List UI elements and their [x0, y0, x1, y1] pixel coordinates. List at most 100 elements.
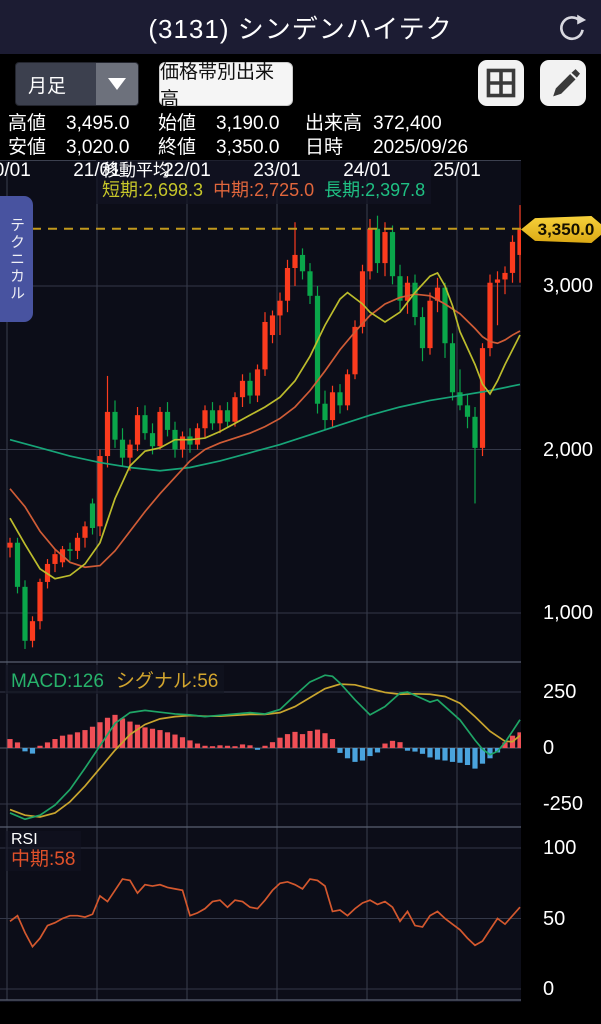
macd-histogram-bar — [254, 748, 261, 750]
technical-tab[interactable]: テクニカル — [0, 196, 33, 322]
grid-icon — [486, 68, 516, 98]
macd-histogram-bar — [194, 743, 201, 748]
candle-body — [179, 436, 186, 450]
macd-histogram-bar — [397, 742, 403, 748]
macd-histogram-bar — [337, 748, 343, 753]
candlestick-chart[interactable] — [0, 160, 601, 1024]
candle-body — [502, 272, 508, 280]
candle-body — [104, 411, 111, 457]
grid-layout-button[interactable] — [478, 60, 524, 106]
candle-body — [284, 268, 291, 301]
macd-histogram-bar — [352, 748, 358, 762]
candle-body — [419, 317, 426, 349]
candle-body — [134, 415, 141, 445]
macd-histogram-bar — [112, 714, 118, 748]
macd-histogram-bar — [299, 734, 306, 748]
candle-body — [7, 542, 13, 548]
timeframe-dropdown[interactable]: 月足 — [15, 62, 139, 106]
macd-histogram-bar — [104, 717, 111, 748]
macd-line — [9, 674, 521, 821]
macd-histogram-bar — [224, 745, 231, 748]
macd-histogram-bar — [329, 739, 336, 748]
ma-short-line — [9, 271, 521, 580]
macd-histogram-bar — [67, 734, 73, 748]
rsi-axis-label: 50 — [543, 907, 566, 930]
stats-col-3: 出来高 372,400 日時 2025/09/26 — [305, 110, 585, 160]
macd-histogram-bar — [449, 748, 456, 762]
candle-body — [247, 380, 253, 396]
draw-button[interactable] — [540, 60, 586, 106]
macd-histogram-bar — [74, 732, 81, 748]
candle-body — [232, 397, 238, 422]
stat-value: 2025/09/26 — [373, 137, 469, 158]
macd-histogram-bar — [359, 748, 366, 761]
candle-body — [509, 241, 516, 273]
macd-histogram-bar — [142, 727, 148, 748]
macd-histogram-bar — [419, 748, 426, 754]
candle-body — [299, 254, 306, 272]
quote-stats: 高値 3,495.0 安値 3,020.0 始値 3,190.0 終値 3,350.0 出来… — [0, 110, 601, 160]
timeframe-label: 月足 — [28, 75, 67, 97]
x-axis-label: 24/01 — [343, 160, 391, 181]
candle-body — [344, 374, 351, 406]
stat-value: 3,190.0 — [216, 113, 280, 134]
candle-body — [29, 621, 36, 641]
macd-histogram-bar — [89, 726, 96, 748]
candle-body — [412, 282, 418, 318]
macd-histogram-bar — [502, 742, 508, 748]
candle-body — [224, 410, 231, 422]
current-price-value: 3,350.0 — [537, 219, 595, 239]
current-price-badge: 3,350.0 — [521, 216, 601, 243]
macd-histogram-bar — [322, 733, 328, 748]
price-axis-label: 3,000 — [543, 275, 594, 297]
stats-col-2: 始値 3,190.0 終値 3,350.0 — [158, 110, 305, 160]
stat-label: 高値 — [8, 113, 47, 134]
candle-body — [14, 542, 21, 587]
candle-body — [472, 416, 478, 448]
x-axis-label: 23/01 — [253, 160, 301, 181]
toolbar: 月足 価格帯別出来高 — [0, 54, 601, 110]
candle-body — [322, 403, 328, 421]
candle-body — [37, 581, 43, 622]
volume-profile-button[interactable]: 価格帯別出来高 — [159, 62, 293, 110]
macd-histogram-bar — [292, 731, 298, 748]
refresh-icon[interactable] — [555, 12, 587, 44]
moving-average-legend: 移動平均 短期:2,698.3 中期:2,725.0 長期:2,397.8 — [96, 160, 432, 204]
stat-row: 始値 3,190.0 — [158, 112, 305, 136]
macd-histogram-bar — [134, 724, 141, 748]
dropdown-arrow-box[interactable] — [96, 63, 138, 105]
candle-body — [164, 411, 171, 430]
macd-histogram-bar — [164, 732, 171, 748]
macd-histogram-bar — [172, 734, 178, 748]
candle-body — [337, 392, 343, 406]
macd-axis-label: 250 — [543, 681, 577, 703]
macd-histogram-bar — [232, 746, 238, 748]
candle-body — [442, 287, 448, 344]
candle-body — [359, 271, 366, 327]
candle-body — [239, 380, 246, 398]
rsi-mid-value: 中期:58 — [11, 849, 76, 870]
candle-body — [449, 343, 456, 393]
macd-histogram-bar — [82, 730, 88, 748]
ma-long-value: 長期:2,397.8 — [324, 180, 426, 200]
candle-body — [262, 321, 268, 370]
candle-body — [479, 348, 486, 448]
macd-histogram-bar — [239, 744, 246, 748]
macd-histogram-bar — [487, 748, 493, 759]
macd-histogram-bar — [464, 748, 471, 766]
candle-body — [254, 369, 261, 396]
candle-body — [269, 315, 276, 336]
stat-label: 終値 — [158, 137, 197, 158]
x-axis-label: 22/01 — [163, 160, 211, 181]
macd-histogram-bar — [412, 748, 418, 752]
candle-body — [517, 228, 523, 255]
macd-histogram-bar — [37, 745, 43, 748]
rsi-legend: RSI 中期:58 — [5, 831, 82, 871]
macd-histogram-bar — [52, 739, 58, 748]
candle-body — [67, 549, 73, 551]
macd-axis-label: -250 — [543, 793, 584, 815]
candle-body — [389, 232, 396, 277]
macd-value: MACD:126 — [11, 671, 104, 692]
stat-row: 高値 3,495.0 — [8, 112, 158, 136]
ma-short-value: 短期:2,698.3 — [102, 180, 204, 200]
